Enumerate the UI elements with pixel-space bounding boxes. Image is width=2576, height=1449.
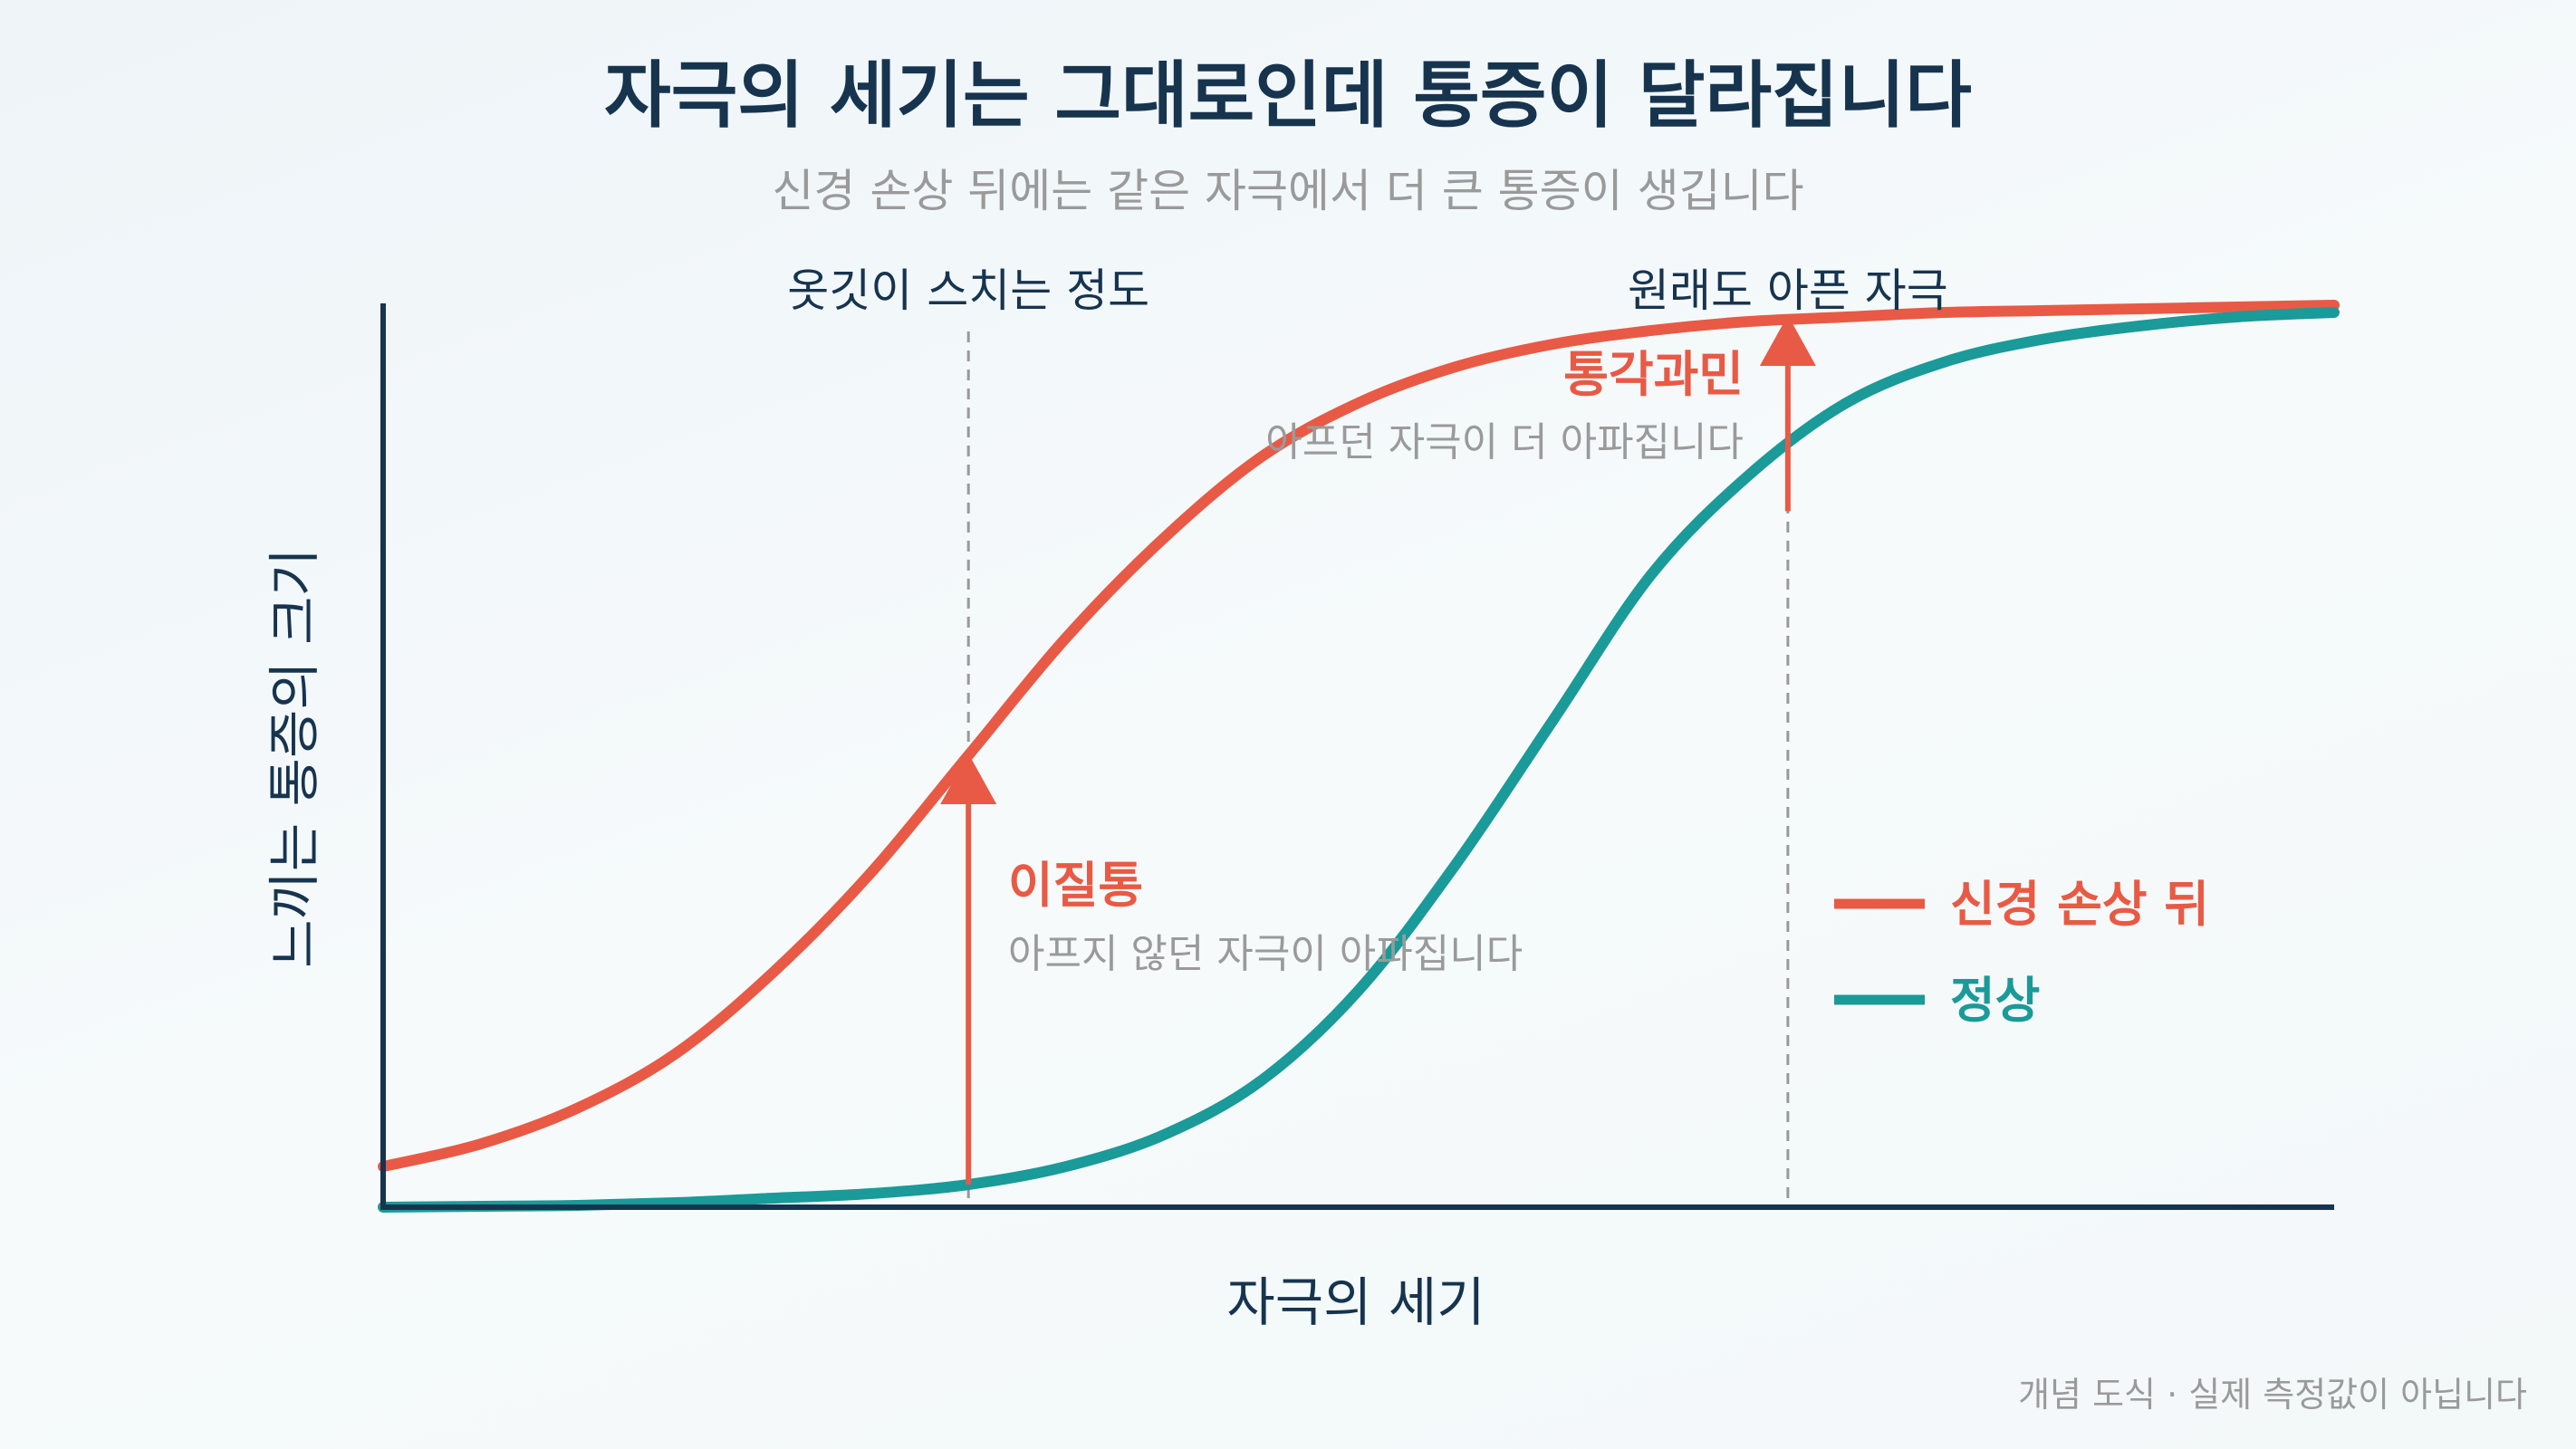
- chart-subtitle: 신경 손상 뒤에는 같은 자극에서 더 큰 통증이 생깁니다: [772, 165, 1803, 217]
- series-line-injured: [378, 300, 2340, 1173]
- legend-label-injured: 신경 손상 뒤: [1950, 876, 2209, 933]
- legend: 신경 손상 뒤 정상: [1834, 876, 2209, 1029]
- reference-label-0: 옷깃이 스치는 정도: [787, 264, 1149, 317]
- annotation-title-0: 이질통: [1008, 857, 1143, 914]
- annotation-title-1: 통각과민: [1563, 346, 1744, 403]
- legend-label-normal: 정상: [1950, 972, 2040, 1029]
- reference-label-1: 원래도 아픈 자극: [1628, 264, 1948, 317]
- annotation-text-0: 아프지 않던 자극이 아파집니다: [1008, 931, 1523, 977]
- series-line-normal: [378, 307, 2340, 1213]
- annotation-arrowhead-0: [940, 753, 997, 804]
- annotation-text-1: 아프던 자극이 더 아파집니다: [1265, 419, 1744, 465]
- annotation-arrowhead-1: [1759, 314, 1816, 366]
- footnote: 개념 도식 · 실제 측정값이 아닙니다: [2018, 1375, 2527, 1415]
- y-axis-label: 느끼는 통증의 크기: [264, 548, 325, 968]
- chart-title: 자극의 세기는 그대로인데 통증이 달라집니다: [604, 53, 1972, 138]
- x-axis-label: 자극의 세기: [1226, 1271, 1485, 1333]
